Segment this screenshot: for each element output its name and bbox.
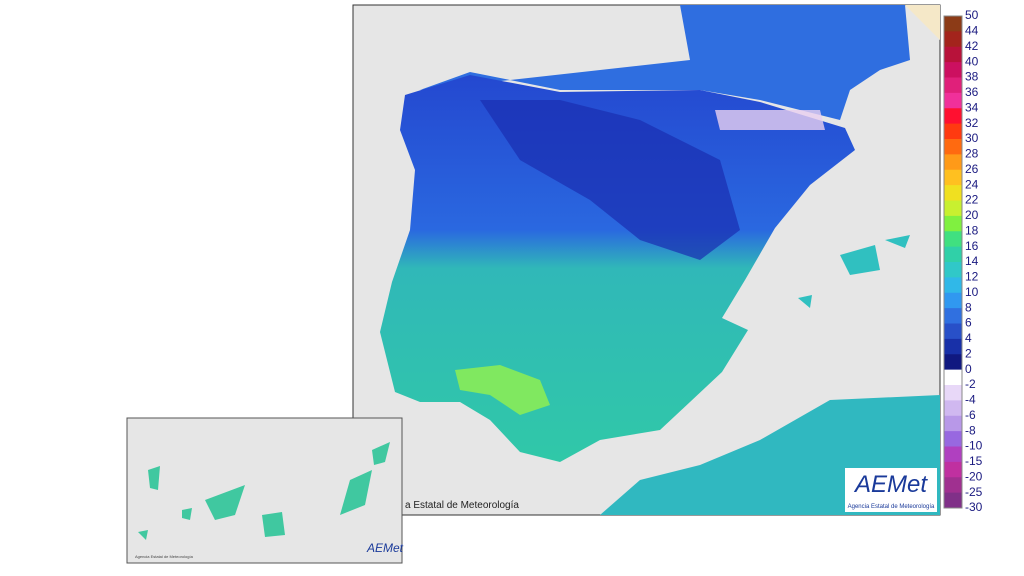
legend-label: 0 bbox=[965, 362, 972, 376]
legend-label: 32 bbox=[965, 116, 979, 130]
legend-swatch bbox=[944, 338, 962, 355]
snow-area bbox=[715, 110, 825, 130]
legend-label: -8 bbox=[965, 423, 976, 437]
legend-swatch bbox=[944, 461, 962, 478]
legend-swatch bbox=[944, 262, 962, 278]
legend-label: 4 bbox=[965, 331, 972, 345]
logo-subtitle: Agencia Estatal de Meteorología bbox=[848, 504, 935, 510]
legend-label: 16 bbox=[965, 239, 979, 253]
legend-swatch bbox=[944, 123, 962, 140]
legend-swatch bbox=[944, 154, 962, 171]
legend-label: -30 bbox=[965, 500, 983, 514]
legend-label: 44 bbox=[965, 24, 979, 38]
legend-label: 42 bbox=[965, 39, 979, 53]
legend-swatch bbox=[944, 431, 962, 447]
canary-islands bbox=[138, 442, 390, 540]
legend-label: 26 bbox=[965, 162, 979, 176]
legend-label: -4 bbox=[965, 393, 976, 407]
legend-label: 40 bbox=[965, 54, 979, 68]
legend: 5044424038363432302826242220181614121086… bbox=[943, 8, 983, 514]
legend-label: 38 bbox=[965, 70, 979, 84]
legend-swatch bbox=[944, 108, 962, 125]
legend-swatch bbox=[944, 446, 962, 463]
inset-map: AEMet Agencia Estatal de Meteorología bbox=[126, 417, 404, 564]
legend-swatch bbox=[944, 246, 962, 263]
inset-caption: Agencia Estatal de Meteorología bbox=[135, 554, 194, 559]
legend-label: -6 bbox=[965, 408, 976, 422]
legend-swatch bbox=[944, 16, 962, 32]
legend-label: -10 bbox=[965, 439, 983, 453]
sea bbox=[420, 5, 910, 120]
legend-swatch bbox=[944, 46, 962, 63]
legend-swatch bbox=[944, 369, 962, 386]
legend-label: -25 bbox=[965, 485, 983, 499]
legend-swatch bbox=[944, 415, 962, 432]
legend-swatch bbox=[944, 231, 962, 248]
legend-swatch bbox=[944, 492, 962, 509]
legend-label: 12 bbox=[965, 270, 979, 284]
legend-swatch bbox=[944, 385, 962, 401]
legend-swatch bbox=[944, 400, 962, 417]
legend-label: 20 bbox=[965, 208, 979, 222]
legend-swatch bbox=[944, 292, 962, 309]
legend-swatch bbox=[944, 323, 962, 340]
main-map: a Estatal de Meteorología AEMet Agencia … bbox=[352, 4, 941, 516]
legend-swatch bbox=[944, 31, 962, 48]
warm-area bbox=[455, 365, 550, 415]
legend-swatch bbox=[944, 92, 962, 109]
logo-box bbox=[845, 468, 937, 512]
inset-logo: AEMet bbox=[366, 541, 404, 555]
legend-swatch bbox=[944, 308, 962, 324]
legend-swatch bbox=[944, 62, 962, 78]
legend-bar-frame bbox=[943, 15, 963, 509]
legend-label: 28 bbox=[965, 147, 979, 161]
legend-swatch bbox=[944, 277, 962, 294]
legend-label: 10 bbox=[965, 285, 979, 299]
legend-label: 18 bbox=[965, 223, 979, 237]
legend-label: 8 bbox=[965, 300, 972, 314]
balearic-islands bbox=[798, 235, 910, 308]
legend-label: 36 bbox=[965, 85, 979, 99]
legend-label: 2 bbox=[965, 346, 972, 360]
legend-label: 14 bbox=[965, 254, 979, 268]
legend-label: 22 bbox=[965, 193, 979, 207]
legend-swatch bbox=[944, 200, 962, 217]
legend-label: 6 bbox=[965, 316, 972, 330]
legend-label: -2 bbox=[965, 377, 976, 391]
legend-swatch bbox=[944, 354, 962, 371]
legend-swatch bbox=[944, 139, 962, 155]
map-caption: a Estatal de Meteorología bbox=[405, 500, 519, 511]
legend-swatch bbox=[944, 477, 962, 494]
legend-label: -15 bbox=[965, 454, 983, 468]
legend-swatch bbox=[944, 215, 962, 232]
legend-label: 50 bbox=[965, 8, 979, 22]
legend-label: -20 bbox=[965, 469, 983, 483]
land-edge bbox=[905, 5, 940, 40]
legend-swatch bbox=[944, 185, 962, 201]
legend-swatch bbox=[944, 77, 962, 94]
legend-swatch bbox=[944, 169, 962, 186]
logo: AEMet bbox=[853, 471, 928, 498]
cold-area bbox=[480, 100, 740, 260]
legend-label: 24 bbox=[965, 177, 979, 191]
legend-label: 30 bbox=[965, 131, 979, 145]
legend-label: 34 bbox=[965, 100, 979, 114]
